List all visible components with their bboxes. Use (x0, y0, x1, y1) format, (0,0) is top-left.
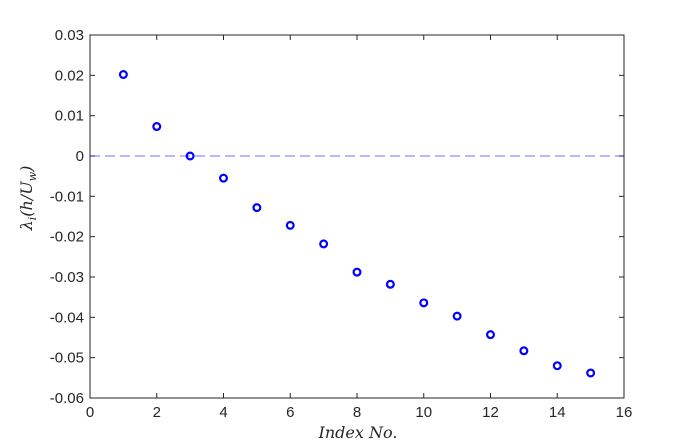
y-tick-label: -0.01 (50, 188, 84, 205)
data-point (352, 267, 362, 277)
data-point (319, 239, 329, 249)
y-tick-label: -0.02 (50, 229, 84, 246)
y-tick-label: 0 (76, 148, 84, 165)
x-tick-label: 6 (286, 404, 294, 421)
y-axis-label: λi(h/Uw) (17, 166, 39, 232)
axes-box (89, 34, 625, 399)
y-tick-label: -0.06 (50, 390, 84, 407)
data-point (285, 220, 295, 230)
y-tick-label: -0.03 (50, 269, 84, 286)
y-tick-label: 0.01 (55, 108, 84, 125)
x-tick-label: 12 (482, 404, 499, 421)
y-tick-label: 0.03 (55, 27, 84, 44)
x-tick-label: 2 (153, 404, 161, 421)
data-point (419, 298, 429, 308)
data-point (252, 203, 262, 213)
x-tick-label: 16 (616, 404, 633, 421)
x-tick-label: 14 (549, 404, 566, 421)
data-point (552, 361, 562, 371)
data-point (185, 151, 195, 161)
data-point (452, 311, 462, 321)
data-point (519, 346, 529, 356)
x-tick-label: 4 (219, 404, 227, 421)
data-point (486, 330, 496, 340)
data-point (385, 279, 395, 289)
x-tick-label: 10 (415, 404, 432, 421)
axis-ticks: 0 2 4 6 8 10 12 14 16 0.03 0.02 0.01 0 -0.01 -0.02 -0.0… (50, 27, 633, 421)
y-tick-label: -0.04 (50, 309, 84, 326)
data-point (219, 173, 229, 183)
x-tick-label: 0 (86, 404, 94, 421)
data-point (118, 70, 128, 80)
data-points (118, 70, 596, 378)
plot-area (89, 34, 625, 399)
data-point (586, 368, 596, 378)
data-point (152, 122, 162, 132)
x-tick-label: 8 (353, 404, 361, 421)
x-axis-label: Index No. (318, 423, 398, 442)
y-tick-label: -0.05 (50, 350, 84, 367)
y-tick-label: 0.02 (55, 67, 84, 84)
